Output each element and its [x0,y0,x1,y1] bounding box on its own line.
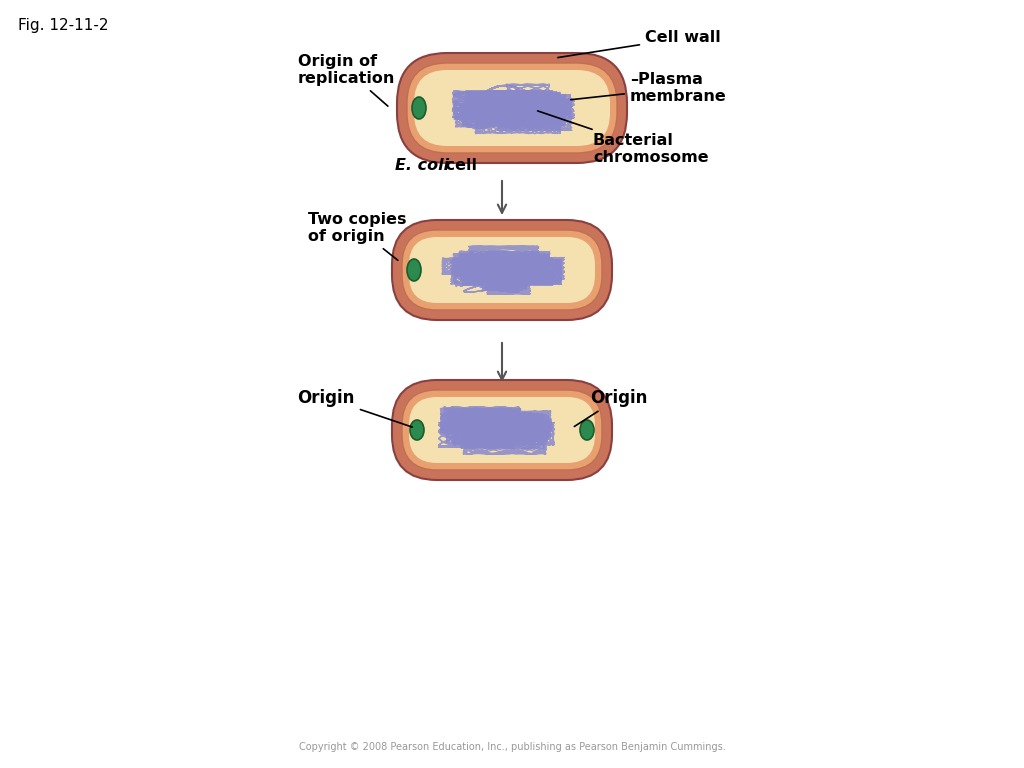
FancyBboxPatch shape [392,380,612,480]
Text: Origin: Origin [574,389,647,426]
Text: Bacterial
chromosome: Bacterial chromosome [538,111,709,165]
Ellipse shape [407,259,421,281]
FancyBboxPatch shape [402,230,602,310]
FancyBboxPatch shape [409,397,595,463]
FancyBboxPatch shape [392,220,612,320]
FancyBboxPatch shape [414,70,610,146]
FancyBboxPatch shape [397,53,627,163]
Text: –Plasma
membrane: –Plasma membrane [570,71,727,104]
Text: Cell wall: Cell wall [558,31,721,58]
Ellipse shape [412,97,426,119]
Text: Origin: Origin [298,389,413,427]
Text: Origin of
replication: Origin of replication [298,54,395,106]
Text: Fig. 12-11-2: Fig. 12-11-2 [18,18,109,33]
FancyBboxPatch shape [409,237,595,303]
Text: E. coli: E. coli [395,157,450,173]
Text: cell: cell [440,157,477,173]
FancyBboxPatch shape [409,397,595,463]
Text: Two copies
of origin: Two copies of origin [308,212,407,260]
FancyBboxPatch shape [402,390,602,470]
Ellipse shape [410,420,424,440]
FancyBboxPatch shape [407,63,617,153]
FancyBboxPatch shape [409,237,595,303]
Ellipse shape [580,420,594,440]
Text: Copyright © 2008 Pearson Education, Inc., publishing as Pearson Benjamin Cumming: Copyright © 2008 Pearson Education, Inc.… [299,742,725,752]
FancyBboxPatch shape [414,70,610,146]
